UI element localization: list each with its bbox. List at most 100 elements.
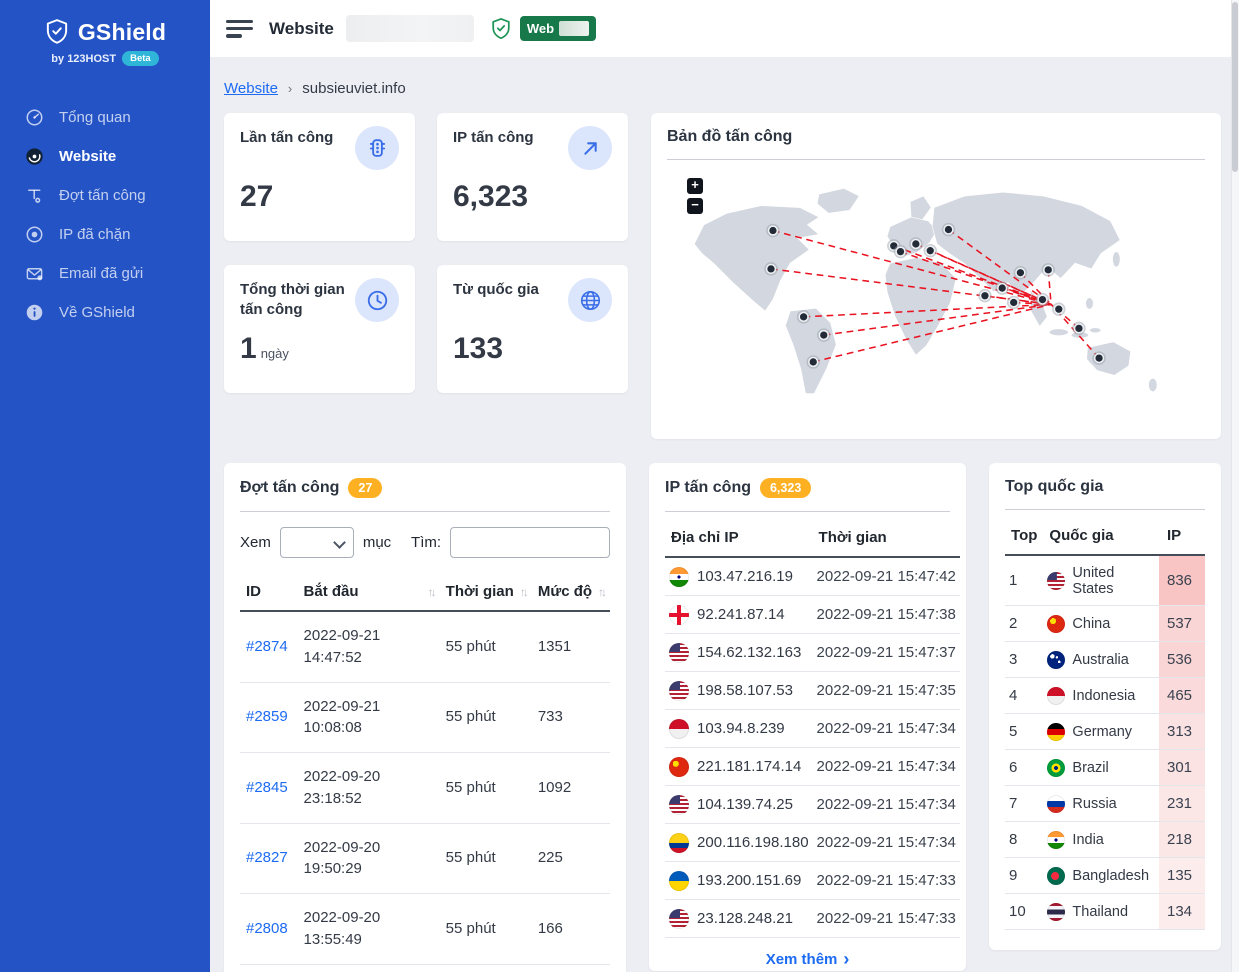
sidebar-item-label: Về GShield (59, 304, 135, 321)
attack-id-link[interactable]: #2859 (246, 708, 288, 726)
beta-badge: Beta (122, 51, 159, 66)
attack-map-card: Bản đồ tấn công (651, 113, 1221, 439)
breadcrumb: Website › subsieuviet.info (224, 57, 1221, 113)
web-badge-label: Web (526, 21, 555, 36)
map-zoom-in-button[interactable]: + (687, 178, 703, 194)
ip-address-cell: 92.241.87.14 (665, 595, 813, 634)
country-row: 9 Bangladesh 135 (1005, 857, 1205, 894)
attack-level-cell: 99 (531, 964, 611, 972)
col-header-bat-dau[interactable]: Bắt đầu ↑↓ (297, 572, 440, 612)
countries-table: Top Quốc gia IP 1 United States 836 2 China 5… (1005, 516, 1205, 930)
sidebar-item-website[interactable]: Website (0, 137, 210, 176)
country-flag-icon (1047, 571, 1066, 590)
globe-grid-icon (580, 290, 600, 310)
stat-value: 6,323 (453, 180, 529, 213)
country-flag-icon (1047, 758, 1066, 777)
country-rank-cell: 10 (1005, 893, 1044, 930)
info-icon (26, 304, 43, 321)
stat-card-ip-tan-cong: IP tấn công 6,323 (437, 113, 628, 241)
search-input[interactable] (450, 527, 611, 558)
web-status-badge: Web (519, 16, 597, 41)
breadcrumb-website-link[interactable]: Website (224, 80, 278, 97)
sort-icon: ↑↓ (519, 585, 529, 599)
country-flag-icon (669, 832, 690, 853)
ip-address-cell: 103.47.216.19 (665, 557, 813, 596)
ip-address-cell: 193.200.151.69 (665, 861, 813, 900)
country-flag-icon (669, 718, 690, 739)
attack-id-link[interactable]: #2845 (246, 778, 288, 796)
sidebar-item-tong-quan[interactable]: Tổng quan (0, 98, 210, 137)
sidebar-item-dot-tan-cong[interactable]: Đợt tấn công (0, 176, 210, 215)
map-marker-dot (979, 290, 991, 301)
attack-level-cell: 1351 (531, 611, 611, 683)
attack-id-link[interactable]: #2808 (246, 919, 288, 937)
attack-row: #2859 2022-09-21 10:08:08 55 phút 733 (240, 682, 611, 753)
sidebar-item-ip-da-chan[interactable]: IP đã chặn (0, 215, 210, 254)
ip-time-cell: 2022-09-21 15:47:38 (812, 595, 960, 634)
country-flag-icon (1047, 686, 1066, 705)
country-flag-icon (1047, 650, 1066, 669)
map-marker-dot (1053, 304, 1064, 315)
shield-check-logo-icon (46, 19, 67, 44)
col-header-muc-do[interactable]: Mức độ ↑↓ (531, 572, 611, 612)
shield-check-status-icon (492, 17, 510, 39)
traffic-light-icon (369, 138, 385, 157)
attack-row: #2808 2022-09-20 13:55:49 55 phút 166 (240, 893, 611, 965)
attack-id-link[interactable]: #2827 (246, 849, 288, 867)
gauge-icon (26, 109, 43, 126)
sidebar-item-label: Website (59, 148, 117, 165)
country-name-cell: Indonesia (1043, 677, 1159, 714)
page-size-select[interactable] (279, 527, 354, 558)
country-rank-cell: 9 (1005, 857, 1044, 894)
ip-row: 193.200.151.69 2022-09-21 15:47:33 (665, 861, 960, 900)
attack-id-cell: #2808 (240, 893, 298, 965)
stat-label: Tổng thời gian tấn công (240, 281, 345, 319)
main-content: Website › subsieuviet.info Lần tấn công … (210, 57, 1230, 972)
country-ip-cell: 313 (1159, 713, 1205, 750)
attack-duration-cell: 55 phút (439, 823, 532, 894)
scrollbar-thumb[interactable] (1232, 2, 1238, 172)
country-rank-cell: 1 (1005, 555, 1044, 606)
view-more-link[interactable]: Xem thêm › (765, 949, 850, 969)
country-name-cell: Thailand (1043, 893, 1159, 930)
country-name-cell: United States (1043, 555, 1159, 606)
col-header-dia-chi-ip: Địa chỉ IP (665, 518, 813, 558)
attack-line (929, 249, 1052, 306)
attack-id-link[interactable]: #2874 (246, 637, 288, 655)
attack-level-cell: 166 (531, 893, 611, 965)
attack-icon (28, 189, 41, 203)
country-name-cell: Bangladesh (1043, 857, 1159, 894)
topbar-title: Website (269, 18, 334, 38)
country-row: 7 Russia 231 (1005, 785, 1205, 822)
map-marker-dot (767, 225, 779, 236)
country-flag-icon (1047, 902, 1066, 921)
country-flag-icon (1047, 830, 1066, 849)
page-scrollbar[interactable] (1231, 0, 1239, 972)
attack-start-cell: 2022-09-20 23:18:52 (297, 752, 440, 824)
map-marker-dot (1015, 267, 1026, 278)
sidebar-item-label: IP đã chặn (59, 226, 131, 243)
country-name-cell: India (1043, 821, 1159, 858)
sidebar-item-email-da-gui[interactable]: Email đã gửi (0, 254, 210, 293)
country-ip-cell: 135 (1159, 857, 1205, 894)
col-header-id[interactable]: ID (240, 572, 298, 612)
redacted-domain-blur (345, 15, 474, 42)
stat-cards: Lần tấn công 27 IP tấn công 6,323 Tổng t… (224, 113, 628, 393)
col-header-thoi-gian[interactable]: Thời gian ↑↓ (439, 572, 532, 612)
menu-toggle-button[interactable] (226, 19, 253, 38)
attack-row: #2845 2022-09-20 23:18:52 55 phút 1092 (240, 752, 611, 824)
attack-map[interactable]: + − (667, 160, 1205, 416)
country-flag-icon (669, 756, 690, 777)
sidebar-item-ve-gshield[interactable]: Về GShield (0, 293, 210, 332)
col-header-top: Top (1005, 516, 1044, 556)
ip-address-cell: 154.62.132.163 (665, 633, 813, 672)
country-name-cell: Brazil (1043, 749, 1159, 786)
search-label: Tìm: (411, 534, 442, 551)
stat-label: Lần tấn công (240, 129, 334, 146)
map-marker-dot (1037, 294, 1048, 305)
map-zoom-out-button[interactable]: − (687, 198, 703, 214)
country-flag-icon (1047, 614, 1066, 633)
breadcrumb-current: subsieuviet.info (302, 80, 406, 97)
attacks-table: ID Bắt đầu ↑↓ Thời gian ↑↓ Mức độ ↑↓ #2874 2… (240, 572, 611, 972)
country-row: 1 United States 836 (1005, 555, 1205, 606)
